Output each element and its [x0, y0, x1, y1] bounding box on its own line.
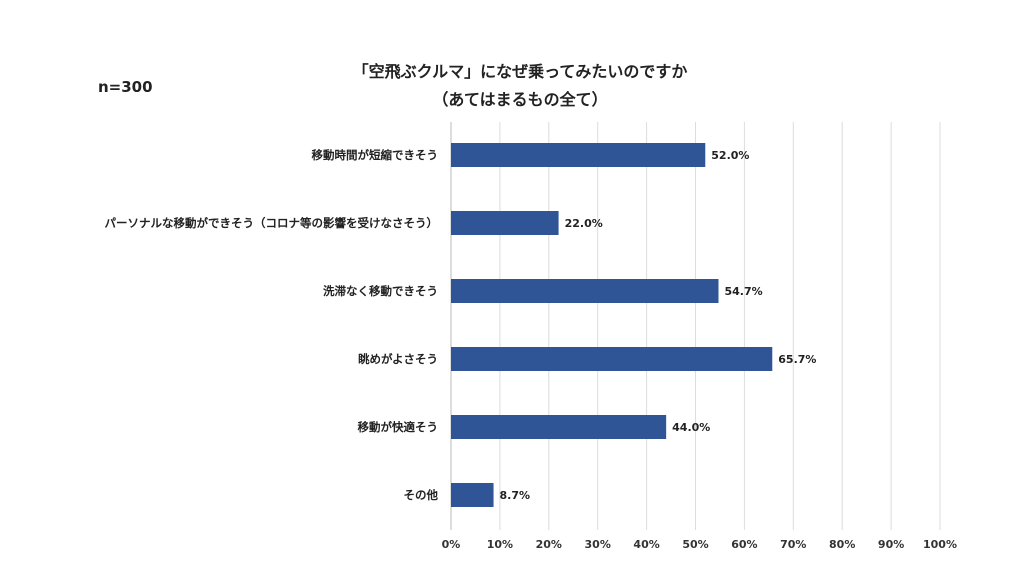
- category-label: 眺めがよさそう: [358, 352, 438, 366]
- x-tick-label: 40%: [633, 538, 659, 551]
- data-label: 52.0%: [711, 149, 749, 162]
- data-label: 54.7%: [724, 285, 762, 298]
- bar: [451, 211, 559, 235]
- x-tick-label: 10%: [487, 538, 513, 551]
- category-label: その他: [404, 488, 439, 502]
- data-label: 44.0%: [672, 421, 710, 434]
- data-label: 8.7%: [500, 489, 531, 502]
- bar: [451, 347, 773, 371]
- chart-title: 「空飛ぶクルマ」になぜ乗ってみたいのですか: [352, 62, 688, 81]
- x-tick-label: 60%: [731, 538, 757, 551]
- bar: [451, 143, 706, 167]
- x-tick-label: 50%: [682, 538, 708, 551]
- category-label: 洗滞なく移動できそう: [323, 284, 438, 298]
- bar: [451, 279, 719, 303]
- x-tick-label: 80%: [829, 538, 855, 551]
- category-label: 移動時間が短縮できそう: [312, 148, 439, 162]
- x-tick-label: 0%: [442, 538, 461, 551]
- bar: [451, 483, 494, 507]
- x-tick-label: 30%: [585, 538, 611, 551]
- data-label: 22.0%: [565, 217, 603, 230]
- chart-subtitle: （あてはまるもの全て）: [432, 90, 608, 109]
- x-tick-label: 90%: [878, 538, 904, 551]
- x-tick-label: 20%: [536, 538, 562, 551]
- x-tick-label: 70%: [780, 538, 806, 551]
- bar: [451, 415, 667, 439]
- category-label: 移動が快適そう: [358, 420, 439, 434]
- x-tick-label: 100%: [923, 538, 957, 551]
- data-label: 65.7%: [778, 353, 816, 366]
- sample-size: n=300: [98, 78, 153, 96]
- category-label: パーソナルな移動ができそう（コロナ等の影響を受けなさそう）: [105, 216, 439, 230]
